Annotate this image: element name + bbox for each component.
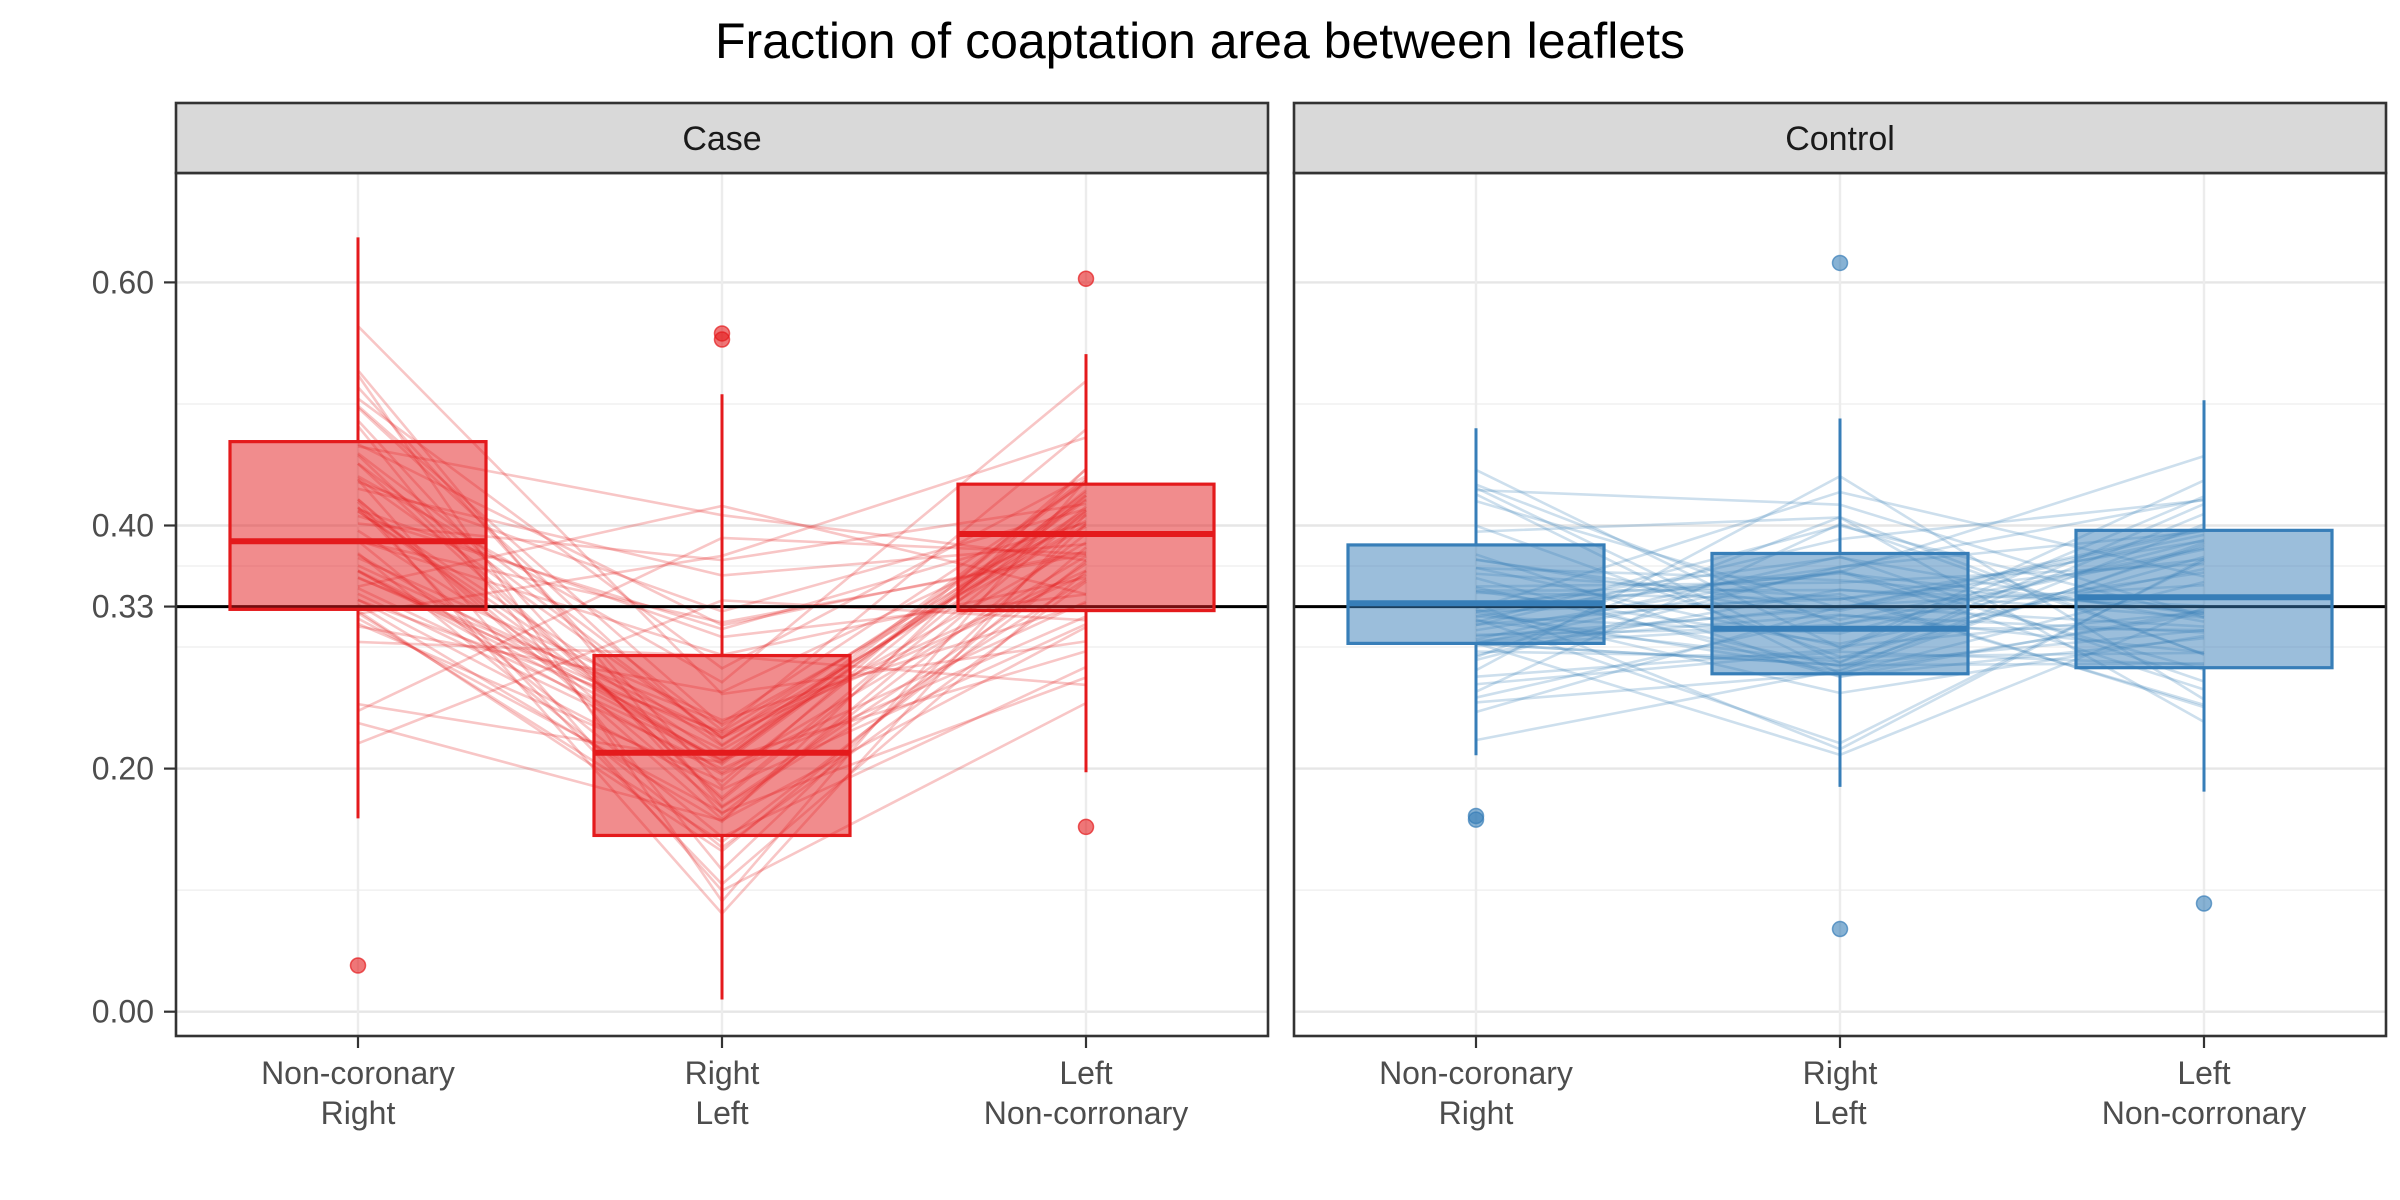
box-iqr — [228, 440, 488, 611]
facet-strip-label: Case — [682, 120, 761, 158]
x-tick-label-line2: Left — [695, 1095, 748, 1131]
outlier-point — [1467, 811, 1485, 828]
panel-control: Control Non-coronary Right Right Left Left Non… — [1292, 101, 2388, 1131]
outlier-point — [1077, 270, 1095, 287]
panel-case: Case Non-coronary Right Right Left Left Non-co… — [174, 101, 1270, 1131]
x-tick-label-line2: Left — [1813, 1095, 1866, 1131]
box-case-1 — [592, 325, 852, 1000]
x-tick-label-line2: Non-corronary — [2102, 1095, 2307, 1131]
x-tick-label-line1: Left — [1059, 1055, 1112, 1091]
outlier-point — [1077, 818, 1095, 836]
box-case-0 — [228, 237, 488, 974]
x-tick-label-line1: Right — [1803, 1055, 1878, 1091]
box-control-1 — [1710, 254, 1970, 938]
outlier-point — [349, 957, 367, 974]
x-tick-label-line2: Right — [321, 1095, 396, 1131]
outlier-point — [713, 331, 731, 348]
y-tick-label: 0.40 — [92, 507, 154, 543]
y-tick-label: 0.20 — [92, 751, 154, 787]
facet-strip-label: Control — [1785, 120, 1895, 158]
outlier-point — [2195, 895, 2213, 912]
facet-strip — [174, 101, 1270, 175]
panel-content — [176, 237, 1268, 1000]
x-tick-label-line1: Left — [2177, 1055, 2230, 1091]
box-control-2 — [2074, 400, 2334, 912]
x-tick-label-line2: Non-corronary — [984, 1095, 1189, 1131]
box-iqr — [1346, 543, 1606, 645]
box-iqr — [592, 653, 852, 838]
y-axis: 0.00 0.20 0.33 0.40 0.60 — [92, 264, 176, 1030]
x-tick-label-line1: Non-coronary — [1379, 1055, 1573, 1091]
facet-panels: Case Non-coronary Right Right Left Left Non-co… — [174, 101, 2388, 1131]
x-tick-label-line2: Right — [1439, 1095, 1514, 1131]
y-tick-label: 0.60 — [92, 264, 154, 300]
outlier-point — [1831, 920, 1849, 938]
chart-title: Fraction of coaptation area between leaf… — [715, 13, 1685, 69]
facet-strip — [1292, 101, 2388, 175]
box-iqr — [956, 482, 1216, 613]
panel-content — [1294, 254, 2386, 938]
box-case-2 — [956, 270, 1216, 836]
outlier-point — [1831, 254, 1849, 272]
x-tick-label-line1: Right — [685, 1055, 760, 1091]
y-tick-label: 0.00 — [92, 994, 154, 1030]
x-tick-label-line1: Non-coronary — [261, 1055, 455, 1091]
box-iqr — [1710, 551, 1970, 676]
box-control-0 — [1346, 428, 1606, 828]
y-tick-label: 0.33 — [92, 589, 154, 625]
